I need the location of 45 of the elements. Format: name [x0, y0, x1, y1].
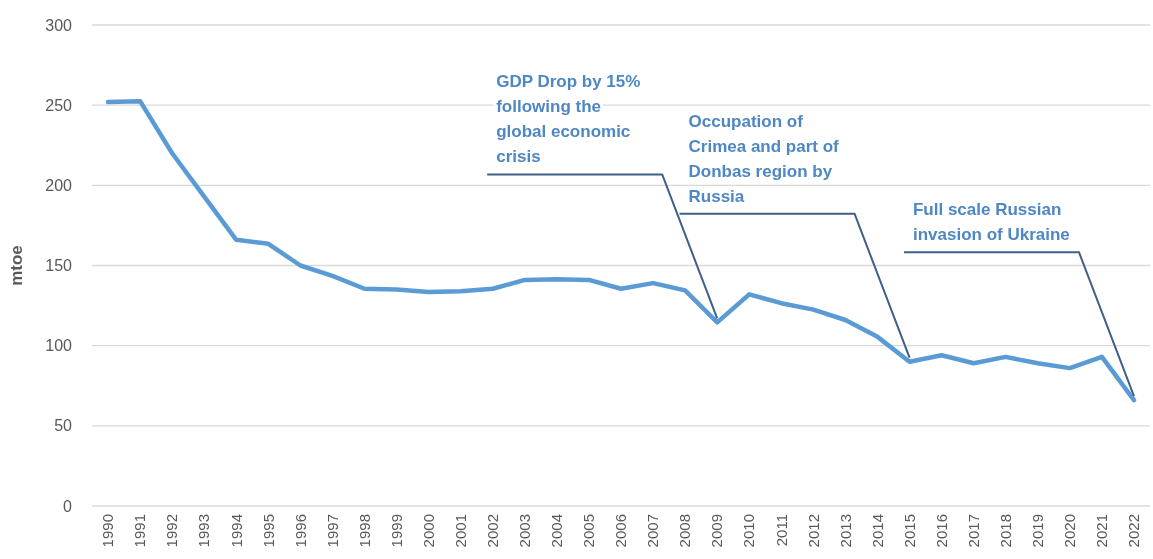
- x-tick-label: 2002: [484, 514, 502, 548]
- x-tick-label: 2001: [451, 514, 469, 548]
- x-tick-label: 2012: [804, 514, 822, 548]
- x-tick-label: 1991: [131, 514, 149, 548]
- x-tick-label: 2004: [548, 514, 566, 548]
- x-tick-label: 1997: [323, 514, 341, 548]
- y-axis-title: mtoe: [7, 245, 26, 286]
- x-tick-label: 1996: [291, 514, 309, 548]
- x-tick-label: 2010: [740, 514, 758, 548]
- x-tick-label: 2017: [964, 514, 982, 548]
- x-tick-label: 2016: [932, 514, 950, 548]
- x-tick-label: 1990: [99, 514, 117, 548]
- x-tick-label: 1993: [195, 514, 213, 548]
- annotation: GDP Drop by 15% following the global economic crisis: [496, 72, 641, 167]
- x-tick-label: 2003: [516, 514, 534, 548]
- line-series: [105, 98, 1137, 403]
- y-tick-label: 300: [45, 16, 73, 34]
- x-tick-label: 2011: [772, 514, 790, 547]
- x-tick-label: 1992: [163, 514, 181, 548]
- x-tick-label: 2015: [900, 514, 918, 548]
- x-tick-label: 2020: [1061, 514, 1079, 548]
- x-tick-label: 2008: [676, 514, 694, 548]
- annotation: Occupation of Crimea and part of Donbas region by Russia: [688, 111, 840, 206]
- y-tick-label: 0: [63, 497, 73, 515]
- x-tick-label: 2006: [612, 514, 630, 548]
- x-tick-label: 2009: [708, 514, 726, 548]
- annotation: Full scale Russian invasion of Ukraine: [912, 200, 1070, 245]
- y-tick-label: 200: [45, 176, 73, 194]
- x-tick-label: 2022: [1125, 514, 1143, 548]
- x-tick-label: 2007: [644, 514, 662, 548]
- x-tick-label: 2021: [1093, 514, 1111, 548]
- x-tick-label: 1999: [387, 514, 405, 548]
- x-tick-label: 2014: [868, 514, 886, 548]
- x-tick-label: 2018: [996, 514, 1014, 548]
- x-tick-label: 2000: [419, 514, 437, 548]
- x-tick-label: 2005: [580, 514, 598, 548]
- y-tick-label: 100: [45, 337, 73, 355]
- y-tick-label: 150: [45, 257, 73, 275]
- x-tick-label: 2019: [1029, 514, 1047, 548]
- y-tick-label: 50: [54, 417, 73, 435]
- x-tick-label: 2013: [836, 514, 854, 548]
- x-tick-label: 1994: [227, 514, 245, 548]
- y-tick-label: 250: [45, 96, 73, 114]
- x-tick-label: 1998: [355, 514, 373, 548]
- x-tick-label: 1995: [259, 514, 277, 548]
